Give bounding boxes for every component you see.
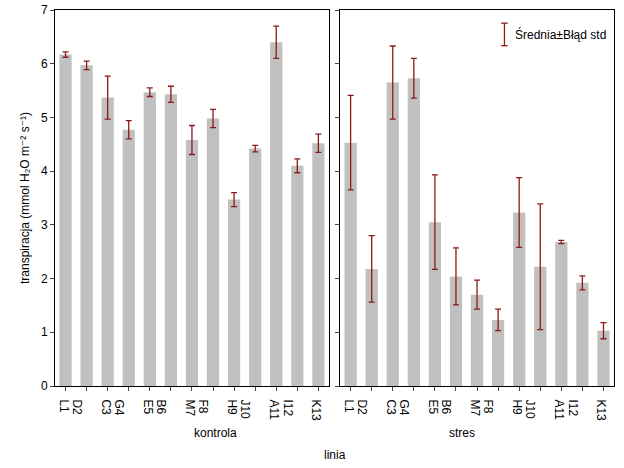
svg-text:5: 5 <box>41 111 48 125</box>
svg-text:E5: E5 <box>141 399 155 414</box>
svg-text:linia: linia <box>324 448 346 462</box>
svg-text:J10: J10 <box>238 399 252 419</box>
svg-text:M7: M7 <box>468 399 482 416</box>
svg-text:F8: F8 <box>481 399 495 413</box>
svg-text:1: 1 <box>41 325 48 339</box>
svg-text:A11: A11 <box>267 399 281 420</box>
svg-text:D2: D2 <box>355 399 369 415</box>
svg-text:M7: M7 <box>183 399 197 416</box>
svg-text:F8: F8 <box>196 399 210 413</box>
svg-text:2: 2 <box>41 272 48 286</box>
svg-text:C3: C3 <box>384 399 398 415</box>
svg-text:3: 3 <box>41 218 48 232</box>
svg-text:C3: C3 <box>99 399 113 415</box>
svg-text:D2: D2 <box>70 399 84 415</box>
svg-text:0: 0 <box>41 379 48 393</box>
svg-text:G4: G4 <box>397 399 411 415</box>
svg-text:kontrola: kontrola <box>194 426 237 440</box>
svg-text:6: 6 <box>41 57 48 71</box>
svg-text:transpiracja (mmol H₂O m⁻² s⁻¹: transpiracja (mmol H₂O m⁻² s⁻¹) <box>18 112 32 284</box>
svg-text:J10: J10 <box>523 399 537 419</box>
svg-text:B6: B6 <box>439 399 453 414</box>
svg-text:H9: H9 <box>225 399 239 415</box>
svg-text:I12: I12 <box>280 399 294 416</box>
svg-text:G4: G4 <box>112 399 126 415</box>
svg-text:K13: K13 <box>309 399 323 421</box>
svg-text:H9: H9 <box>510 399 524 415</box>
svg-text:L1: L1 <box>342 399 356 413</box>
svg-text:B6: B6 <box>154 399 168 414</box>
svg-text:K13: K13 <box>594 399 608 421</box>
svg-text:stres: stres <box>449 426 475 440</box>
svg-text:E5: E5 <box>426 399 440 414</box>
svg-text:I12: I12 <box>566 399 580 416</box>
svg-text:L1: L1 <box>57 399 71 413</box>
svg-text:7: 7 <box>41 3 48 17</box>
svg-text:4: 4 <box>41 164 48 178</box>
svg-text:A11: A11 <box>552 399 566 420</box>
svg-text:Średnia±Błąd std: Średnia±Błąd std <box>515 27 606 42</box>
